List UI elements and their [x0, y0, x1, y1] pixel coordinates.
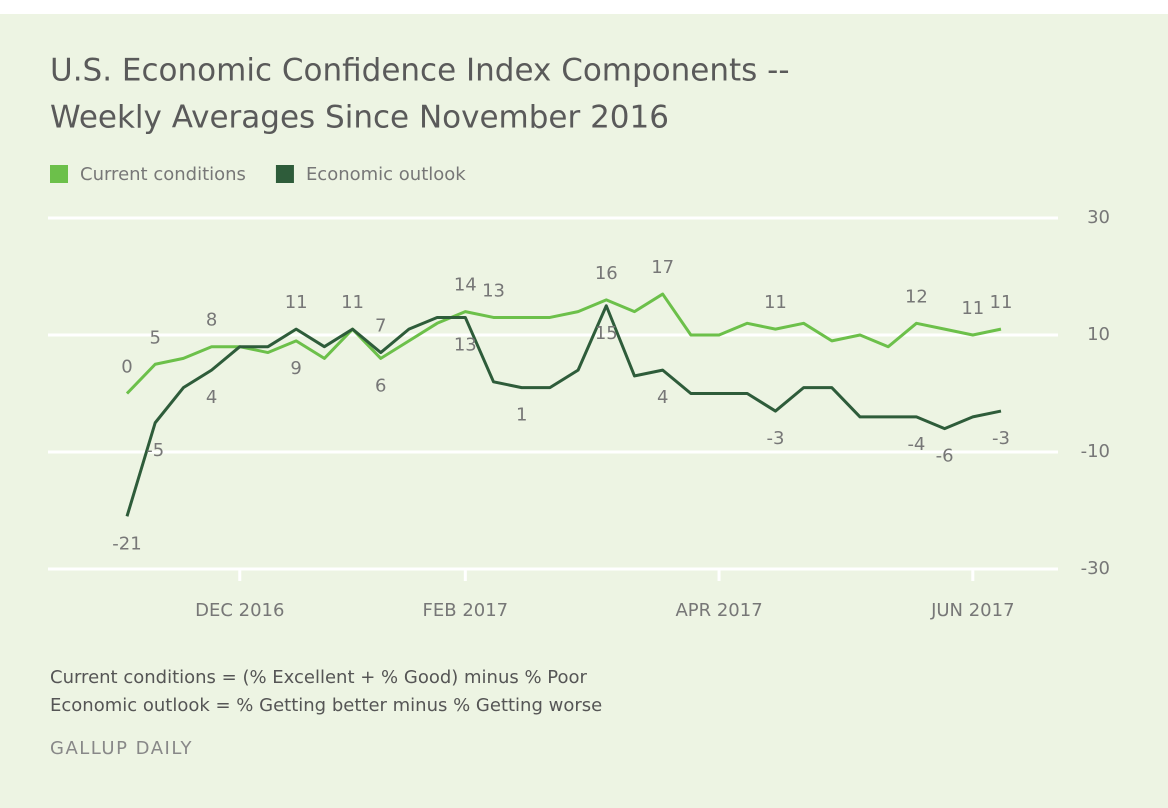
series-line: [125, 292, 1002, 395]
data-label: 0: [121, 357, 132, 378]
data-label: 11: [285, 292, 308, 313]
legend-swatch: [50, 165, 68, 183]
data-label: -6: [936, 446, 954, 467]
data-label: 7: [375, 316, 386, 337]
data-label: 5: [149, 327, 160, 348]
data-label: 8: [206, 310, 217, 331]
data-label: 15: [595, 323, 618, 344]
data-label: -21: [112, 533, 141, 554]
data-label: 11: [961, 298, 984, 319]
data-label: -5: [146, 440, 164, 461]
x-tick-label: DEC 2016: [195, 600, 284, 621]
data-label: 14: [454, 275, 477, 296]
background: [0, 14, 1168, 808]
data-label: 4: [657, 387, 668, 408]
data-label: 17: [651, 257, 674, 278]
data-label: 11: [764, 292, 787, 313]
legend-label: Economic outlook: [306, 164, 466, 185]
data-label: 11: [341, 292, 364, 313]
data-label: -4: [907, 434, 925, 455]
data-label: 13: [482, 280, 505, 301]
data-label: 6: [375, 375, 386, 396]
chart-subtitle: Weekly Averages Since November 2016: [50, 100, 669, 136]
y-tick-label: -30: [1081, 558, 1110, 579]
series-line: [125, 304, 1002, 517]
data-label: 4: [206, 387, 217, 408]
data-label: 1: [516, 405, 527, 426]
data-label: 11: [990, 292, 1013, 313]
data-label: 13: [454, 334, 477, 355]
data-label: 9: [290, 358, 301, 379]
y-tick-label: 10: [1087, 324, 1110, 345]
data-label: 12: [905, 286, 928, 307]
note: Current conditions = (% Excellent + % Go…: [50, 667, 588, 688]
data-label: -3: [766, 428, 784, 449]
y-tick-label: 30: [1087, 207, 1110, 228]
data-label: 16: [595, 263, 618, 284]
note: Economic outlook = % Getting better minu…: [50, 695, 602, 716]
legend-swatch: [275, 165, 294, 183]
data-label: -3: [992, 428, 1010, 449]
chart-title: U.S. Economic Confidence Index Component…: [50, 53, 790, 89]
x-tick-label: JUN 2017: [930, 600, 1014, 621]
x-tick-label: APR 2017: [675, 600, 762, 621]
legend-label: Current conditions: [80, 164, 246, 185]
x-tick-label: FEB 2017: [423, 600, 509, 621]
y-tick-label: -10: [1081, 441, 1110, 462]
source: GALLUP DAILY: [50, 738, 193, 759]
